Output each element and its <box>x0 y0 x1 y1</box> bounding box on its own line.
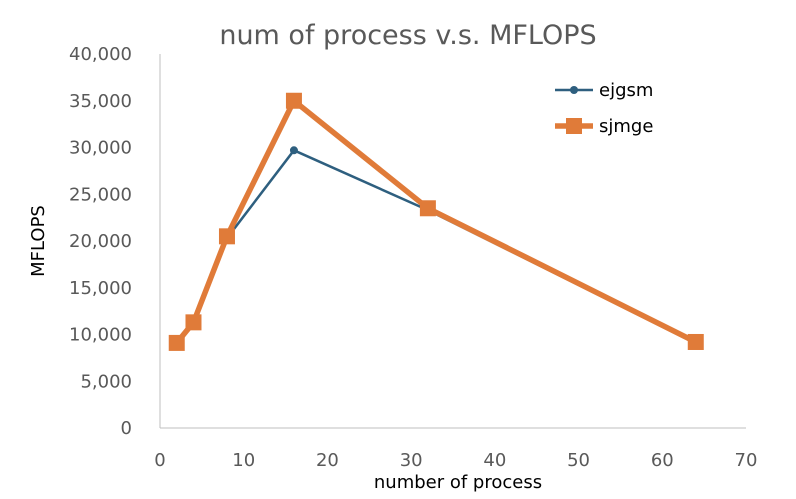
axes-group: 0 5,000 10,000 15,000 20,000 25,000 30,000 35,0… <box>69 44 757 471</box>
legend-label-ejgsm: ejgsm <box>599 80 653 101</box>
x-tick-label: 50 <box>567 450 590 471</box>
x-axis-label: number of process <box>374 472 542 493</box>
legend: ejgsm sjmge <box>555 80 653 137</box>
data-point-sjmge <box>168 334 185 351</box>
chart-title: num of process v.s. MFLOPS <box>219 20 596 51</box>
data-point-sjmge <box>687 333 704 350</box>
x-tick-label: 60 <box>651 450 674 471</box>
x-tick-label: 20 <box>316 450 339 471</box>
data-point-sjmge <box>285 92 302 109</box>
y-tick-label: 10,000 <box>69 325 132 346</box>
data-point-ejgsm <box>289 146 298 155</box>
x-tick-label: 40 <box>483 450 506 471</box>
x-tick-label: 10 <box>232 450 255 471</box>
y-tick-label: 20,000 <box>69 231 132 252</box>
series-line-sjmge <box>174 98 697 345</box>
x-tick-label: 70 <box>735 450 758 471</box>
legend-marker-ejgsm <box>570 86 578 94</box>
y-tick-label: 25,000 <box>69 184 132 205</box>
series-group <box>168 92 704 351</box>
series-sjmge <box>168 92 704 351</box>
y-tick-label: 40,000 <box>69 44 132 65</box>
data-point-sjmge <box>419 200 436 217</box>
y-tick-label: 0 <box>121 418 132 439</box>
x-tick-label: 0 <box>154 450 165 471</box>
y-tick-label: 15,000 <box>69 278 132 299</box>
y-axis-label: MFLOPS <box>28 205 49 277</box>
legend-marker-sjmge <box>566 118 582 134</box>
y-tick-label: 35,000 <box>69 91 132 112</box>
data-point-sjmge <box>218 228 235 245</box>
series-ejgsm <box>172 146 700 347</box>
data-point-sjmge <box>185 314 202 331</box>
y-tick-label: 30,000 <box>69 138 132 159</box>
x-tick-label: 30 <box>400 450 423 471</box>
y-tick-label: 5,000 <box>80 371 132 392</box>
legend-label-sjmge: sjmge <box>599 116 653 137</box>
